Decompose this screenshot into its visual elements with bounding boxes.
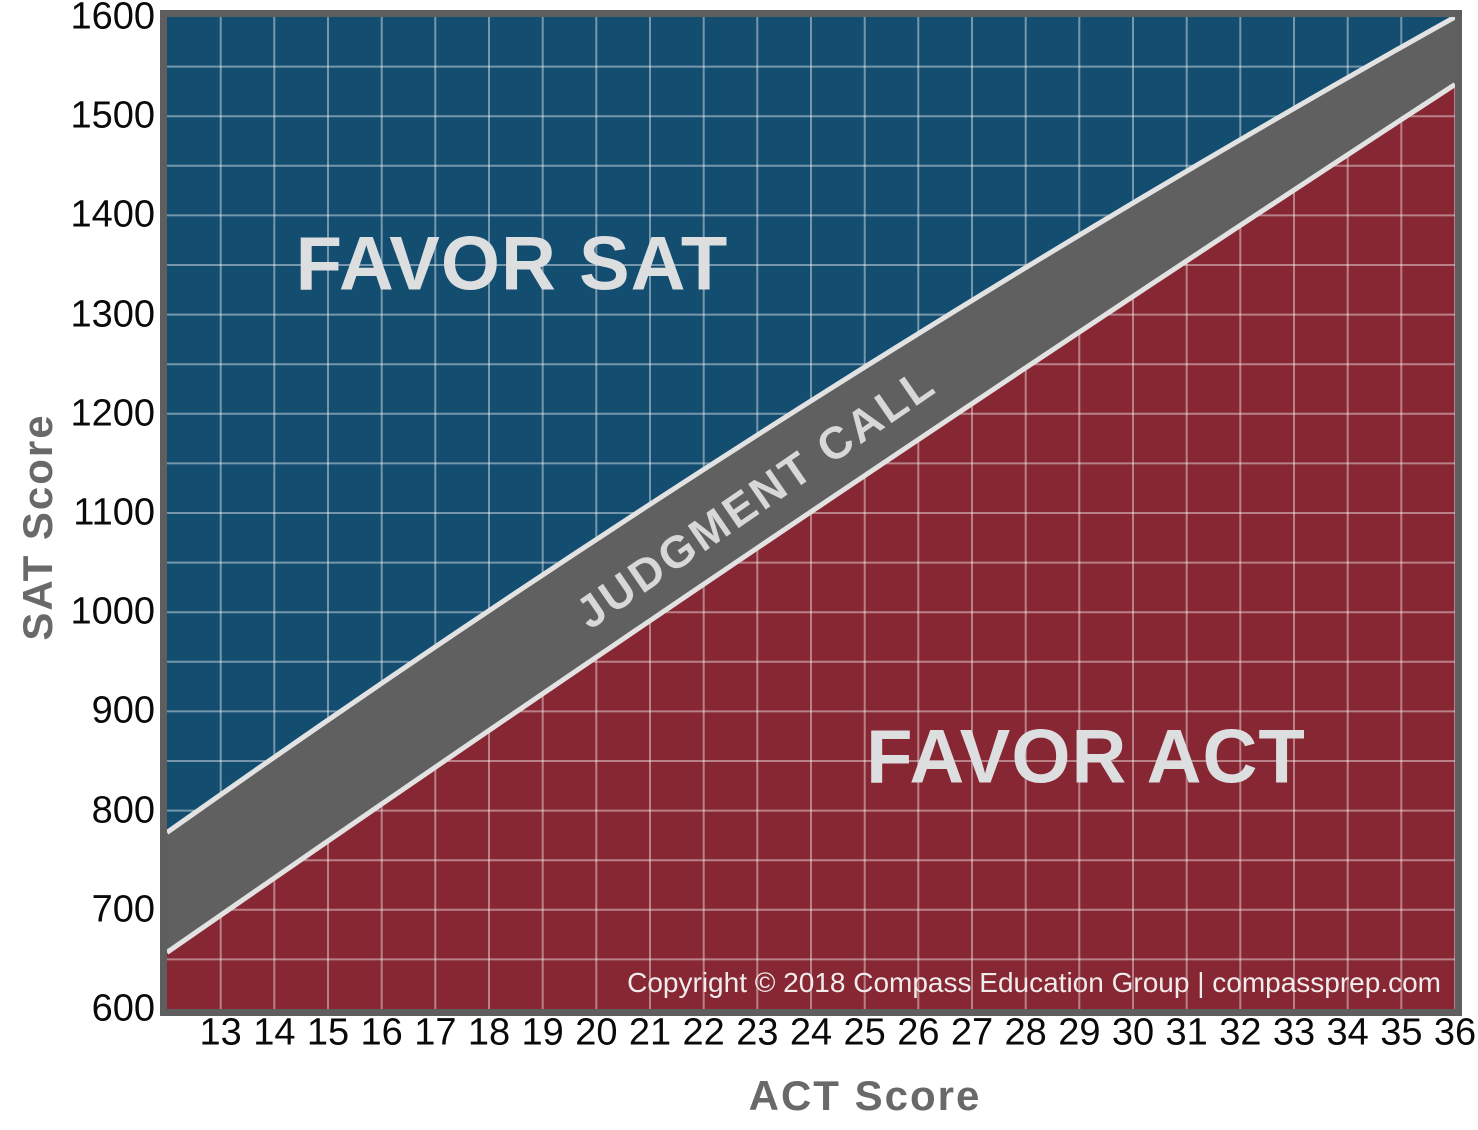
- favor-sat-label: FAVOR SAT: [295, 221, 729, 307]
- y-tick-label: 700: [91, 888, 155, 931]
- x-tick-label: 18: [467, 1011, 511, 1054]
- y-tick-label: 1100: [73, 491, 155, 534]
- favor-act-region: [167, 84, 1455, 1009]
- x-tick-label: 26: [897, 1011, 940, 1054]
- x-tick-label: 23: [736, 1011, 779, 1054]
- y-tick-label: 1600: [70, 0, 155, 38]
- y-tick-label: 1400: [70, 193, 155, 236]
- y-tick-label: 900: [91, 689, 155, 732]
- x-tick-label: 30: [1111, 1011, 1155, 1054]
- x-tick-label: 34: [1326, 1011, 1369, 1054]
- x-tick-label: 36: [1433, 1011, 1477, 1054]
- x-axis-title: ACT Score: [748, 1072, 982, 1119]
- x-tick-label: 21: [628, 1011, 672, 1054]
- x-tick-label: 14: [253, 1011, 296, 1054]
- plot-frame: FAVOR SAT JUDGMENT CALL FAVOR ACT Copyri…: [160, 10, 1462, 1016]
- band-lower-edge: [167, 82, 1455, 955]
- y-tick-label: 1200: [70, 392, 155, 435]
- favor-act-label: FAVOR ACT: [866, 714, 1306, 800]
- x-tick-label: 31: [1165, 1011, 1208, 1054]
- judgment-call-band: [167, 17, 1455, 953]
- y-tick-label: 1300: [70, 293, 155, 336]
- x-tick-label: 27: [950, 1011, 994, 1054]
- x-tick-label: 19: [521, 1011, 564, 1054]
- x-tick-label: 29: [1058, 1011, 1101, 1054]
- x-tick-label: 22: [682, 1011, 725, 1054]
- x-tick-label: 24: [789, 1011, 833, 1054]
- x-tick-label: 16: [360, 1011, 403, 1054]
- x-tick-label: 15: [306, 1011, 350, 1054]
- x-tick-label: 33: [1272, 1011, 1316, 1054]
- x-tick-label: 13: [199, 1011, 242, 1054]
- x-tick-label: 32: [1219, 1011, 1262, 1054]
- y-tick-label: 600: [91, 987, 155, 1030]
- plot-area: [167, 17, 1455, 1009]
- x-tick-label: 25: [843, 1011, 886, 1054]
- y-tick-label: 1500: [70, 94, 155, 137]
- y-axis-title: SAT Score: [14, 413, 61, 641]
- x-tick-label: 35: [1380, 1011, 1423, 1054]
- x-tick-label: 17: [414, 1011, 457, 1054]
- x-tick-label: 20: [575, 1011, 618, 1054]
- band-upper-edge: [167, 17, 1455, 835]
- x-tick-label: 28: [1004, 1011, 1047, 1054]
- y-tick-label: 800: [91, 789, 155, 832]
- copyright-note: Copyright © 2018 Compass Education Group…: [627, 967, 1441, 998]
- y-tick-label: 1000: [70, 590, 155, 633]
